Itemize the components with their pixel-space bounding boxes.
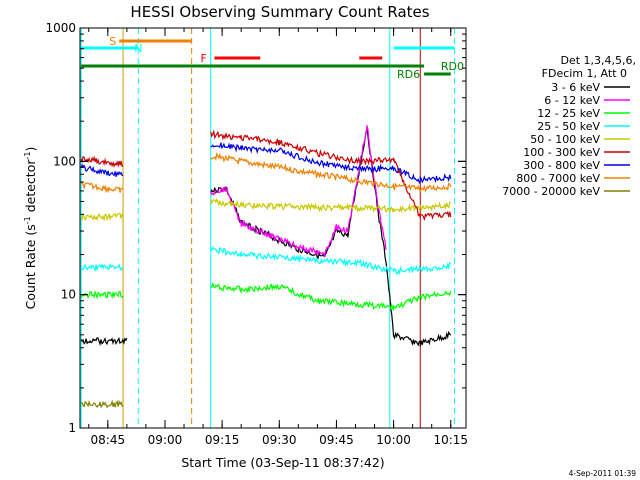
y-tick-label: 1 [68,421,76,435]
legend-label-0: 3 - 6 keV [551,81,600,94]
series-line-2-0 [80,290,124,300]
y-axis-label-end: ) [23,147,38,152]
x-tick-label: 09:15 [205,433,240,447]
x-tick-label: 10:00 [376,433,411,447]
marker-label-5: RD0 [441,60,464,73]
marker-label-6: RD6 [397,68,420,81]
marker-label-2: F [201,52,207,65]
series-line-2-1 [210,281,452,311]
y-axis-label-mid: detector [23,159,38,217]
footer-timestamp: 4-Sep-2011 01:39 [569,469,637,478]
series-line-6-1 [210,142,452,185]
series-line-4-0 [80,212,124,222]
series-line-3-0 [80,262,124,273]
legend-label-8: 7000 - 20000 keV [502,185,600,198]
legend-header-2: FDecim 1, Att 0 [542,67,627,80]
x-tick-label: 09:45 [319,433,354,447]
legend-header-1: Det 1,3,4,5,6, [560,54,636,67]
series-1 [210,125,387,258]
y-axis-label-sup1: -1 [23,216,32,224]
x-axis: 08:45 09:00 09:15 09:30 09:45 10:00 10:15 [88,28,468,447]
series-line-7-0 [80,181,124,194]
series-7 [80,152,452,194]
series-3 [80,246,452,276]
series-0 [80,128,452,347]
x-tick-label: 09:00 [148,433,183,447]
legend-label-2: 12 - 25 keV [537,107,600,120]
legend-label-1: 6 - 12 keV [544,94,600,107]
chart-title: HESSI Observing Summary Count Rates [130,3,429,21]
series-line-0-0 [80,336,128,347]
legend-label-7: 800 - 7000 keV [516,172,600,185]
x-tick-label: 08:45 [91,433,126,447]
marker-label-1: N [134,42,142,55]
x-axis-label: Start Time (03-Sep-11 08:37:42) [181,455,384,470]
series-8 [81,399,124,409]
series-line-7-1 [210,152,452,193]
y-axis-label-main: Count Rate (s [23,224,38,309]
series-line-1-0 [210,125,387,258]
y-tick-label: 100 [53,154,76,168]
series-4 [80,197,451,222]
series-6 [80,142,452,185]
series-line-5-1 [210,129,452,222]
y-axis-label: Count Rate (s-1 detector-1) [23,147,38,310]
series-line-6-0 [80,163,124,177]
plot-area: S N F RD0 RD6 [80,28,464,428]
series-line-8-0 [81,399,124,409]
y-tick-label: 1000 [45,21,76,35]
marker-label-0: S [109,35,116,48]
plot-frame [79,27,467,429]
x-tick-label: 10:15 [433,433,468,447]
legend: Det 1,3,4,5,6, FDecim 1, Att 0 3 - 6 keV… [502,54,636,198]
legend-label-6: 300 - 800 keV [523,159,600,172]
legend-label-3: 25 - 50 keV [537,120,600,133]
x-tick-label: 09:30 [262,433,297,447]
series-5 [80,129,452,222]
series-line-4-1 [210,197,451,214]
series-2 [80,281,452,311]
legend-label-5: 100 - 300 keV [523,146,600,159]
series-line-5-0 [80,155,124,168]
legend-label-4: 50 - 100 keV [530,133,600,146]
series-line-3-1 [210,246,452,276]
y-axis: 1 10 100 1000 [45,21,466,435]
y-axis-label-sup2: -1 [23,152,32,160]
y-tick-label: 10 [61,288,76,302]
